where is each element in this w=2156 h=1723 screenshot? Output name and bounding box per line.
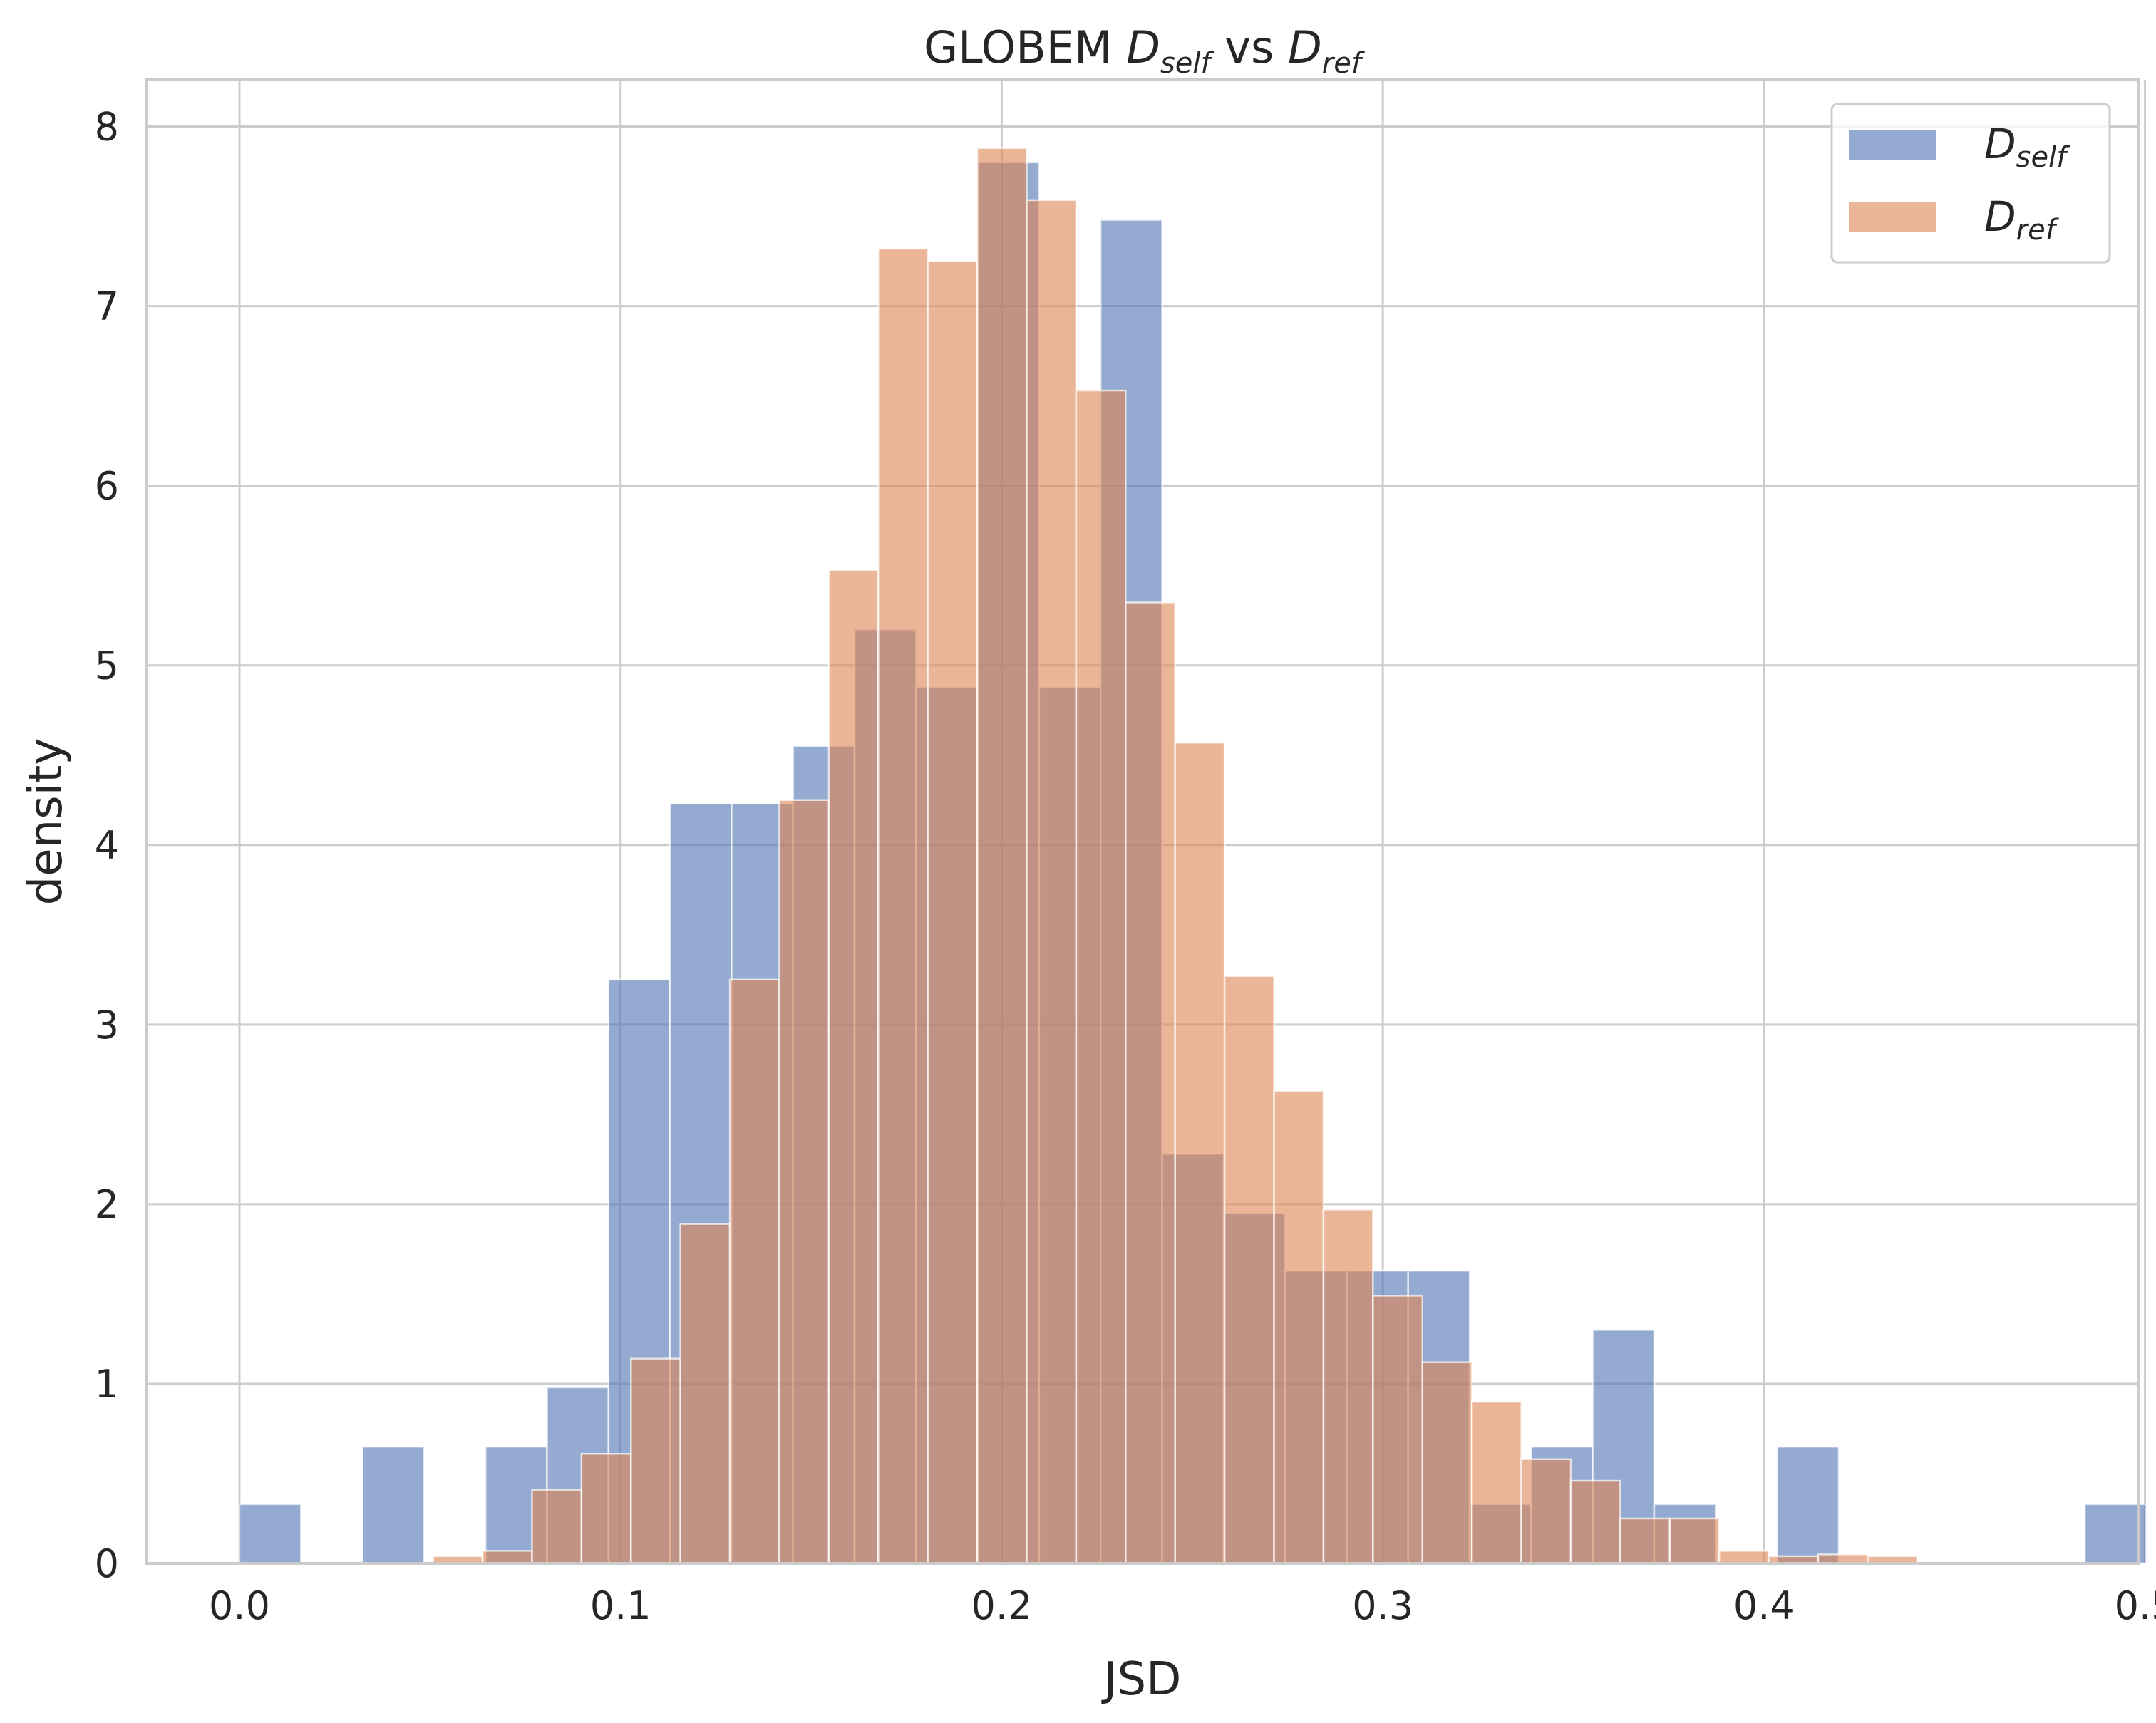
- title-sub-ref: ref: [1322, 47, 1366, 80]
- y-tick-label: 5: [95, 643, 119, 688]
- legend-box: [1830, 103, 2111, 264]
- bar-ref: [1273, 1090, 1325, 1565]
- legend-swatch-ref: [1849, 202, 1936, 232]
- y-tick-label: 1: [95, 1362, 119, 1407]
- x-axis-label: JSD: [1101, 1653, 1182, 1706]
- bar-self: [361, 1445, 425, 1565]
- x-tick-label: 0.4: [1733, 1583, 1795, 1628]
- chart-title: GLOBEM Dself vs Dref: [924, 21, 1366, 80]
- title-mid: vs: [1211, 21, 1288, 73]
- plot-frame: [145, 78, 2140, 1565]
- y-tick-label: 3: [95, 1003, 119, 1047]
- bar-ref: [877, 247, 929, 1565]
- legend-sub-ref: ref: [2016, 214, 2060, 247]
- x-tick-label: 0.2: [971, 1583, 1032, 1628]
- bar-ref: [1174, 741, 1226, 1565]
- bar-ref: [1223, 975, 1275, 1565]
- bar-ref: [1421, 1361, 1473, 1565]
- legend-sub-self: self: [2016, 141, 2071, 174]
- y-tick-label: 4: [95, 823, 119, 868]
- legend-symbol-self: D: [1984, 120, 2016, 168]
- bar-ref: [728, 978, 780, 1565]
- x-tick-label: 0.3: [1352, 1583, 1413, 1628]
- y-tick-label: 2: [95, 1182, 119, 1227]
- series-ref: [432, 147, 1919, 1565]
- bar-ref: [976, 147, 1028, 1565]
- bar-ref: [531, 1489, 583, 1565]
- bar-ref: [927, 260, 979, 1565]
- bar-self: [238, 1503, 302, 1565]
- legend-label-self: Dself: [1984, 120, 2070, 174]
- y-tick-label: 7: [95, 284, 119, 329]
- title-symbol-ref: D: [1288, 21, 1322, 73]
- bar-ref: [630, 1357, 681, 1565]
- x-tick-label: 0.5: [2115, 1583, 2156, 1628]
- bar-ref: [1372, 1295, 1423, 1565]
- legend-swatch-self: [1849, 130, 1936, 160]
- y-axis-ticks: 0 1 2 3 4 5 6 7 8: [95, 105, 119, 1586]
- legend-symbol-ref: D: [1984, 192, 2016, 241]
- bars: [238, 147, 2147, 1565]
- x-axis-ticks: 0.0 0.1 0.2 0.3 0.4 0.5: [209, 1583, 2156, 1628]
- title-sub-self: self: [1160, 47, 1215, 80]
- bar-ref: [580, 1452, 632, 1565]
- legend-label-ref: Dref: [1984, 192, 2060, 247]
- bar-ref: [1668, 1517, 1721, 1565]
- y-tick-label: 6: [95, 464, 119, 509]
- bar-ref: [679, 1223, 731, 1565]
- legend: Dself Dref: [1830, 103, 2111, 264]
- x-tick-label: 0.0: [209, 1583, 270, 1628]
- y-tick-label: 0: [95, 1541, 119, 1586]
- bar-ref: [1470, 1400, 1522, 1565]
- bar-self: [1776, 1445, 1840, 1565]
- bar-ref: [481, 1550, 533, 1565]
- title-symbol-self: D: [1126, 21, 1160, 73]
- x-tick-label: 0.1: [590, 1583, 651, 1628]
- bar-ref: [827, 569, 880, 1565]
- bar-ref: [1718, 1550, 1770, 1565]
- bar-ref: [1075, 389, 1127, 1565]
- title-prefix: GLOBEM: [924, 21, 1126, 73]
- bar-ref: [1322, 1209, 1374, 1565]
- bar-ref: [778, 799, 830, 1565]
- bar-ref: [1520, 1458, 1572, 1565]
- bar-self: [2083, 1503, 2147, 1565]
- y-axis-label: density: [20, 738, 73, 906]
- y-tick-label: 8: [95, 105, 119, 150]
- bar-ref: [1569, 1479, 1621, 1565]
- bar-ref: [1026, 199, 1078, 1565]
- bar-ref: [1619, 1517, 1671, 1565]
- bar-ref: [1125, 601, 1176, 1565]
